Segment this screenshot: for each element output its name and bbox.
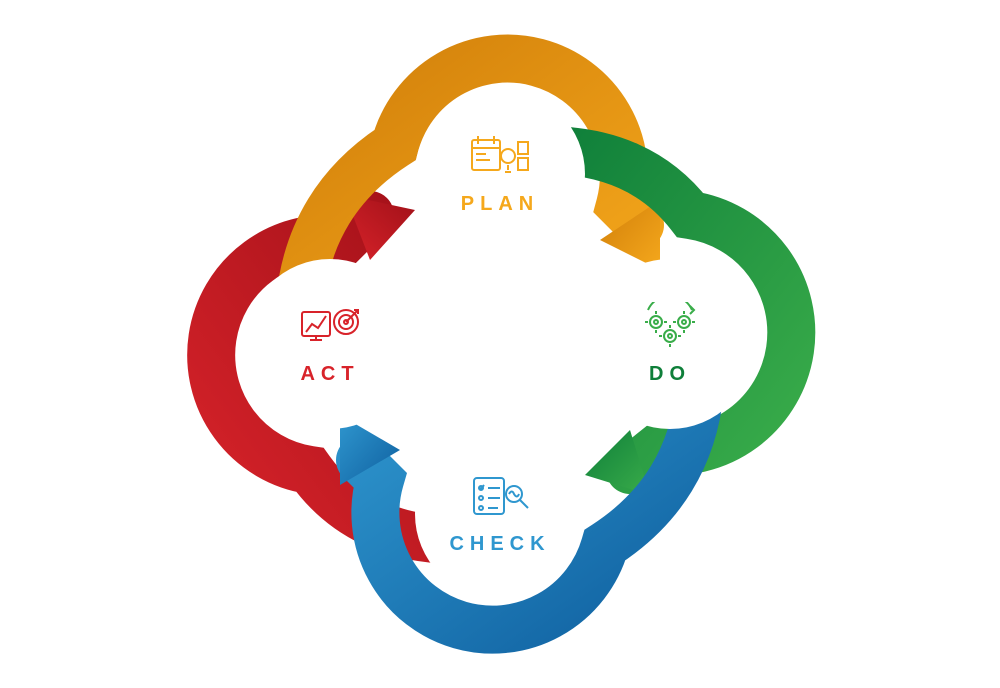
node-check: CHECK [415, 429, 585, 599]
node-do: DO [585, 259, 755, 429]
node-check-label: CHECK [449, 533, 550, 556]
node-act-label: ACT [300, 363, 359, 386]
calendar-idea-icon [468, 132, 532, 185]
pdca-diagram: PLAN [0, 0, 1000, 688]
gears-cycle-icon [638, 302, 702, 355]
node-act: ACT [245, 259, 415, 429]
checklist-analyze-icon [468, 472, 532, 525]
node-plan-label: PLAN [461, 193, 539, 216]
target-chart-icon [298, 302, 362, 355]
node-do-label: DO [649, 363, 691, 386]
node-plan: PLAN [415, 89, 585, 259]
